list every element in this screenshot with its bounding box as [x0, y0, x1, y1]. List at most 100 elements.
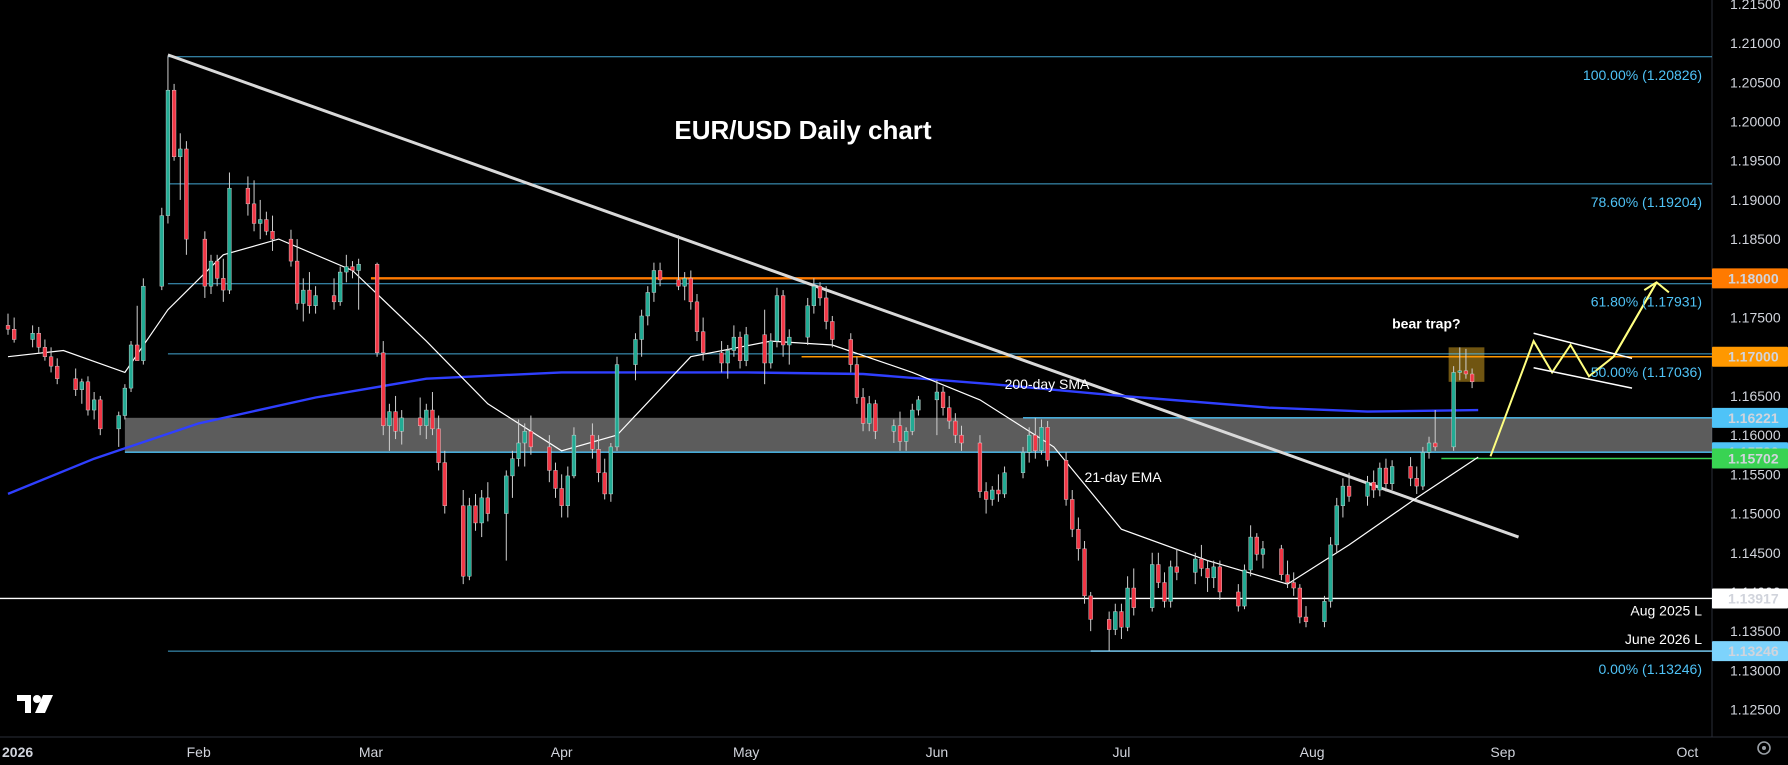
candle-body — [725, 350, 730, 364]
candle-body — [135, 344, 140, 361]
candle-body — [184, 148, 189, 240]
candle-body — [553, 470, 558, 489]
y-tick-label: 1.19500 — [1730, 153, 1781, 169]
downtrend-line — [167, 53, 1520, 539]
candle-body — [1020, 452, 1026, 473]
candle-body — [1433, 442, 1438, 448]
candle-body — [1063, 460, 1069, 500]
candle-body — [374, 264, 380, 354]
candle-body — [990, 489, 995, 500]
x-tick-label: Jun — [926, 744, 949, 760]
fib-label: 78.60% (1.19204) — [1591, 194, 1702, 210]
candle-body — [959, 434, 964, 444]
candle-body — [1457, 370, 1462, 373]
settings-gear-icon[interactable] — [1757, 741, 1771, 755]
candle-body — [430, 409, 435, 430]
candle-body — [1365, 481, 1370, 497]
candle-body — [744, 334, 749, 361]
price-tag — [1712, 407, 1788, 428]
y-tick-label: 1.21000 — [1730, 35, 1781, 51]
price-tag — [1712, 588, 1788, 609]
fib-label: 50.00% (1.17036) — [1591, 364, 1702, 380]
x-tick-label: Jul — [1112, 744, 1130, 760]
candle-body — [1076, 529, 1081, 550]
x-tick-label: Apr — [551, 744, 573, 760]
candle-body — [676, 279, 681, 287]
candle-body — [92, 399, 97, 411]
candle-body — [221, 278, 226, 291]
y-tick-label: 1.14500 — [1730, 545, 1781, 561]
candle-body — [824, 297, 829, 322]
y-tick-label: 1.21500 — [1730, 0, 1781, 12]
candle-body — [596, 449, 601, 473]
tradingview-logo-icon — [17, 695, 53, 713]
candle-body — [1113, 611, 1118, 630]
fib-label: 0.00% (1.13246) — [1598, 661, 1702, 677]
price-tag-label: 1.16221 — [1728, 410, 1779, 426]
candle-body — [651, 270, 657, 293]
candle-body — [122, 387, 127, 416]
candle-body — [916, 399, 921, 411]
candle-body — [1303, 616, 1309, 622]
candle-body — [953, 420, 958, 436]
candle-body — [42, 347, 48, 357]
candle-body — [1236, 591, 1241, 607]
candle-body — [559, 488, 564, 506]
candle-body — [682, 278, 687, 287]
candle-body — [1408, 466, 1413, 479]
candle-body — [571, 434, 577, 477]
candle-body — [36, 333, 41, 348]
price-tag — [1712, 346, 1788, 367]
x-tick-label: Mar — [359, 744, 383, 760]
candle-body — [1039, 427, 1044, 452]
candle-body — [1125, 587, 1130, 628]
candle-body — [1451, 372, 1456, 448]
candle-body — [1162, 582, 1167, 602]
candle-body — [984, 491, 989, 500]
candle-body — [891, 425, 896, 432]
y-tick-label: 1.12500 — [1730, 702, 1781, 718]
candle-body — [1377, 467, 1382, 491]
candle-body — [633, 339, 638, 365]
candle-body — [48, 356, 54, 367]
candle-body — [1328, 544, 1333, 602]
candle-body — [934, 391, 940, 401]
candle-body — [350, 266, 355, 271]
ema-label: 21-day EMA — [1085, 469, 1163, 485]
y-tick-label: 1.13500 — [1730, 623, 1781, 639]
candle-body — [873, 403, 878, 432]
y-tick-label: 1.17500 — [1730, 310, 1781, 326]
candle-body — [165, 89, 171, 216]
candle-body — [399, 417, 404, 432]
aug-2025-low-label: Aug 2025 L — [1630, 602, 1702, 618]
candle-body — [73, 378, 78, 390]
candle-body — [614, 364, 620, 448]
candle-body — [1193, 558, 1198, 573]
pennant-upper-line — [1533, 332, 1633, 360]
candle-body — [1371, 481, 1376, 491]
price-tag-label: 1.13246 — [1728, 643, 1779, 659]
candle-body — [854, 364, 860, 398]
candle-body — [159, 215, 164, 287]
candle-body — [1279, 548, 1284, 575]
candle-body — [1242, 569, 1247, 607]
candle-body — [442, 462, 447, 506]
candle-body — [1346, 485, 1352, 497]
support-zone — [124, 417, 1713, 453]
candle-body — [208, 260, 214, 287]
candle-body — [860, 397, 866, 424]
y-tick-label: 1.18500 — [1730, 231, 1781, 247]
x-tick-label: May — [733, 744, 759, 760]
candle-body — [694, 301, 700, 332]
price-tag-label: 1.17000 — [1728, 349, 1779, 365]
candle-body — [977, 442, 983, 492]
candle-body — [1088, 595, 1093, 620]
candle-body — [258, 219, 263, 224]
candle-body — [1383, 467, 1389, 484]
ema-21-line — [7, 238, 1479, 585]
candle-body — [1211, 566, 1216, 579]
candle-body — [688, 278, 693, 303]
candle-body — [904, 431, 909, 442]
y-tick-label: 1.15500 — [1730, 466, 1781, 482]
